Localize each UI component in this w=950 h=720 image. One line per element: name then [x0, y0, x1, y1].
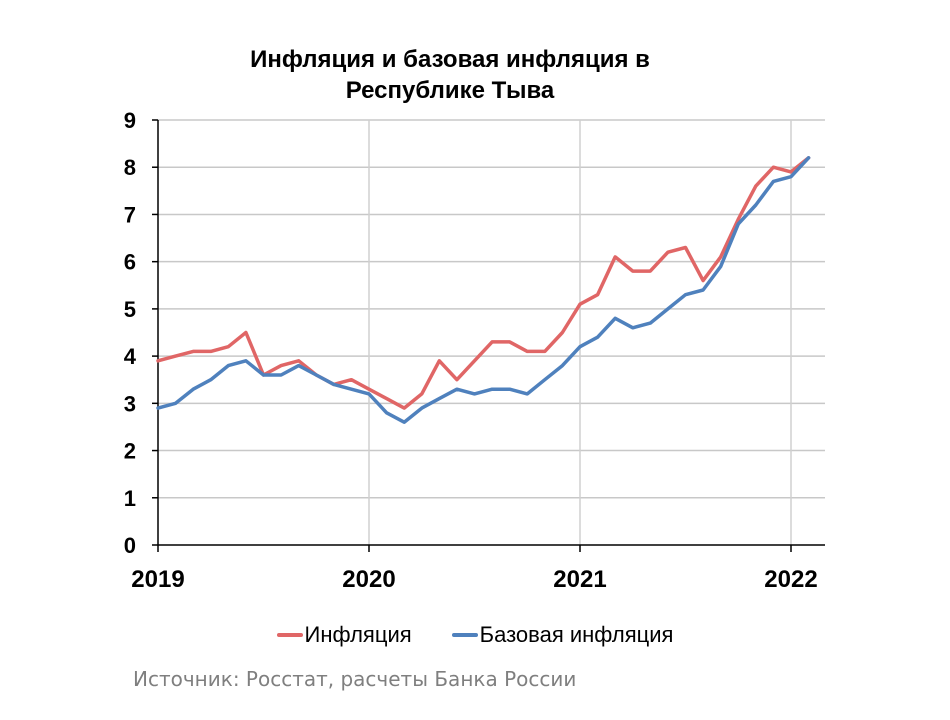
gridlines	[158, 119, 825, 545]
chart-title: Инфляция и базовая инфляция в Республике…	[0, 44, 900, 106]
y-tick-label: 1	[124, 486, 136, 511]
legend: Инфляция Базовая инфляция	[0, 622, 950, 648]
x-tick-label: 2019	[131, 566, 184, 593]
y-tick-label: 6	[124, 250, 136, 275]
legend-label: Базовая инфляция	[479, 622, 674, 647]
y-tick-label: 2	[124, 439, 136, 464]
y-tick-label: 3	[124, 391, 136, 416]
x-tick-label: 2022	[764, 566, 817, 593]
x-tick-label: 2020	[342, 566, 395, 593]
chart-title-line-1: Инфляция и базовая инфляция в	[250, 46, 650, 73]
chart-title-line-2: Республике Тыва	[345, 77, 555, 104]
series-line	[156, 156, 811, 424]
y-tick-label: 4	[124, 344, 137, 369]
data-series	[156, 156, 811, 424]
y-tick-label: 5	[124, 297, 136, 322]
y-tick-label: 0	[124, 533, 136, 558]
x-tick-label: 2021	[553, 566, 606, 593]
legend-swatch-blue	[451, 633, 478, 637]
legend-label: Инфляция	[304, 622, 412, 647]
line-chart: 0 1 2 3 4 5 6 7 8 9 2019 2020 2021 2022	[124, 108, 825, 593]
y-tick-label: 8	[124, 155, 136, 180]
legend-item-core-inflation: Базовая инфляция	[451, 622, 674, 648]
y-tick-label: 7	[124, 202, 136, 227]
source-note: Источник: Росстат, расчеты Банка России	[133, 667, 577, 691]
axes: 0 1 2 3 4 5 6 7 8 9 2019 2020 2021 2022	[124, 108, 825, 593]
legend-swatch-red	[276, 633, 303, 637]
y-tick-label: 9	[124, 108, 136, 133]
legend-item-inflation: Инфляция	[276, 622, 412, 648]
